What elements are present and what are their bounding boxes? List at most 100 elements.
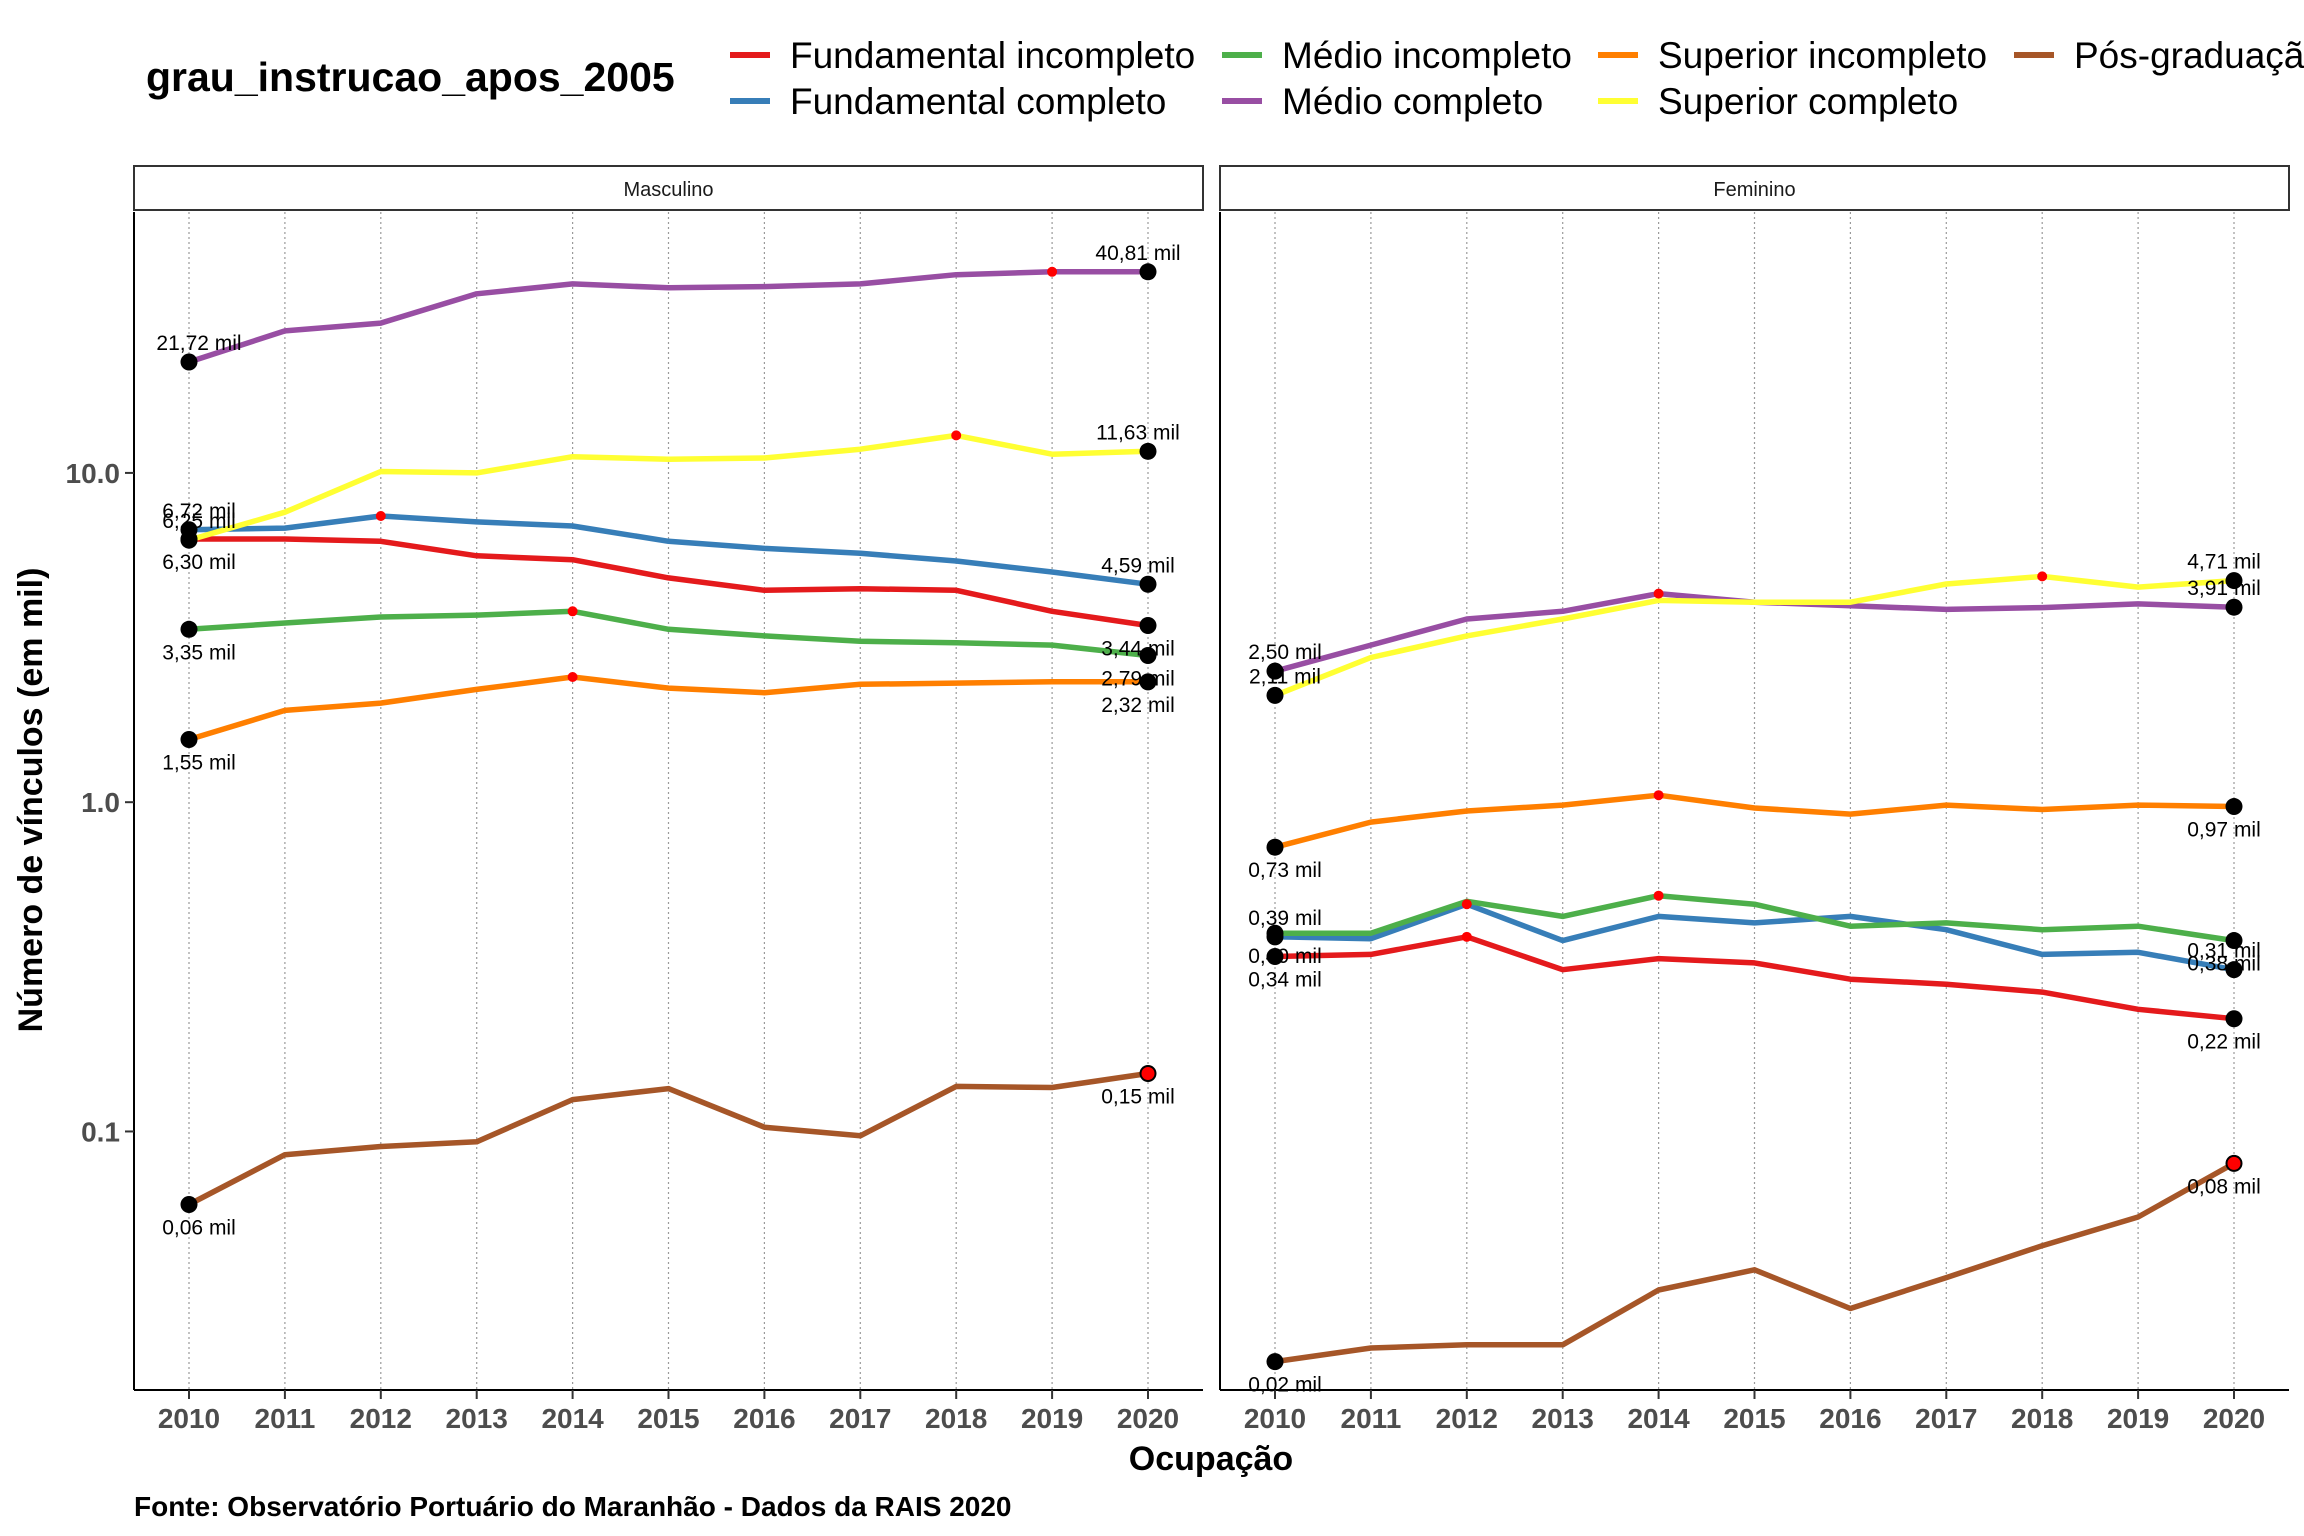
series-line-masculino-medio-incompleto [188, 608, 1149, 659]
legend-item-fundamental-incompleto: Fundamental incompleto [730, 35, 1195, 76]
peak-point-feminino-fundamental-incompleto [1461, 931, 1472, 942]
x-tick-label-2011: 2011 [1341, 1403, 1402, 1434]
data-label-masculino-medio-incompleto-2010: 3,35 mil [162, 641, 236, 664]
data-label-feminino-fundamental-completo-2020: 0,31 mil [2187, 940, 2261, 963]
series-line-feminino-fundamental-completo [1274, 901, 2235, 973]
data-label-feminino-medio-incompleto-2020: 0,38 mil [2187, 953, 2261, 976]
legend-label-fundamental-incompleto: Fundamental incompleto [790, 35, 1195, 76]
data-label-feminino-pos-graduacao-2010: 0,02 mil [1248, 1374, 1322, 1397]
point-start-feminino-superior-completo [1266, 686, 1284, 704]
peak-point-masculino-superior-incompleto [567, 671, 578, 682]
data-label-feminino-superior-completo-2010: 2,11 mil [1249, 665, 1321, 688]
data-label-feminino-superior-incompleto-2010: 0,73 mil [1248, 859, 1322, 882]
legend-title: grau_instrucao_apos_2005 [146, 54, 675, 100]
series-line-masculino-medio-completo [188, 269, 1148, 365]
series-line-masculino-pos-graduacao [187, 1070, 1149, 1207]
point-end-feminino-fundamental-incompleto [2225, 1010, 2243, 1028]
facet-strip-masculino [133, 165, 1204, 211]
panels: Masculino 2010 2011 2012 2013 2014 2015 2016 201… [66, 165, 2290, 1434]
data-label-feminino-fundamental-incompleto-2020: 0,22 mil [2187, 1031, 2261, 1054]
y-tick-label-10-0: 10.0 [66, 458, 121, 489]
point-end-feminino-medio-incompleto [2225, 932, 2243, 950]
series-line-feminino-superior-incompleto [1274, 792, 2235, 850]
peak-point-feminino-superior-incompleto [1653, 790, 1664, 801]
x-tick-label-2016: 2016 [1819, 1403, 1881, 1434]
point-end-feminino-fundamental-completo [2225, 961, 2243, 979]
x-tick-label-2011: 2011 [255, 1403, 316, 1434]
peak-point-masculino-superior-completo [951, 430, 962, 441]
series-line-masculino-fundamental-incompleto [189, 536, 1149, 629]
x-tick-label-2014: 2014 [1627, 1403, 1690, 1434]
data-label-feminino-superior-incompleto-2020: 0,97 mil [2187, 819, 2261, 842]
point-start-masculino-medio-completo [180, 353, 198, 371]
x-tick-label-2014: 2014 [541, 1403, 604, 1434]
x-tick-label-2012: 2012 [1436, 1403, 1498, 1434]
legend: grau_instrucao_apos_2005 Fundamental inco… [146, 35, 2304, 122]
x-tick-label-2015: 2015 [637, 1403, 699, 1434]
data-label-feminino-fundamental-incompleto-2010: 0,34 mil [1248, 968, 1322, 991]
y-tick-label-1-0: 1.0 [81, 787, 120, 818]
point-start-feminino-pos-graduacao [1266, 1353, 1284, 1371]
legend-item-superior-incompleto: Superior incompleto [1598, 35, 1987, 76]
x-tick-label-2013: 2013 [446, 1403, 508, 1434]
data-label-masculino-superior-completo-2010: 6,25 mil [162, 510, 236, 533]
x-tick-label-2019: 2019 [1021, 1403, 1083, 1434]
data-label-masculino-medio-completo-2020: 40,81 mil [1095, 242, 1180, 265]
point-start-masculino-superior-completo [180, 531, 198, 549]
legend-label-pos-graduacao: Pós-graduaçã [2074, 35, 2304, 76]
x-tick-label-2010: 2010 [1244, 1403, 1306, 1434]
data-label-feminino-superior-completo-2020: 4,71 mil [2187, 551, 2261, 574]
series-line-feminino-fundamental-incompleto [1274, 934, 2235, 1022]
point-end-masculino-medio-completo [1139, 263, 1157, 281]
data-label-feminino-medio-completo-2020: 3,91 mil [2187, 577, 2261, 600]
point-end-masculino-medio-incompleto [1139, 646, 1157, 664]
x-tick-label-2017: 2017 [829, 1403, 891, 1434]
data-label-masculino-pos-graduacao-2020: 0,15 mil [1101, 1085, 1175, 1108]
point-start-feminino-medio-incompleto [1266, 924, 1284, 942]
data-label-feminino-medio-incompleto-2010: 0,40 mil [1248, 945, 1322, 968]
y-axis-title: Número de vínculos (em mil) [12, 568, 50, 1033]
x-tick-label-2019: 2019 [2107, 1403, 2169, 1434]
data-label-masculino-fundamental-incompleto-2010: 6,30 mil [162, 551, 236, 574]
point-end-masculino-fundamental-completo [1139, 575, 1157, 593]
point-start-feminino-superior-incompleto [1266, 838, 1284, 856]
x-tick-label-2018: 2018 [925, 1403, 987, 1434]
peak-point-masculino-medio-completo [1047, 266, 1058, 277]
legend-item-pos-graduacao: Pós-graduaçã [2014, 35, 2304, 76]
point-end-masculino-superior-completo [1139, 442, 1157, 460]
data-label-masculino-fundamental-incompleto-2020: 3,44 mil [1101, 638, 1175, 661]
data-label-feminino-medio-completo-2010: 2,50 mil [1248, 641, 1322, 664]
point-start-masculino-pos-graduacao [180, 1196, 198, 1214]
legend-item-superior-completo: Superior completo [1598, 81, 1958, 122]
series-line-masculino-superior-incompleto [188, 674, 1148, 743]
legend-label-fundamental-completo: Fundamental completo [790, 81, 1166, 122]
x-axis-title: Ocupação [1129, 1440, 1293, 1478]
peak-point-masculino-medio-incompleto [567, 606, 578, 617]
data-label-masculino-pos-graduacao-2010: 0,06 mil [162, 1217, 236, 1240]
x-tick-label-2016: 2016 [733, 1403, 795, 1434]
facet-label-feminino: Feminino [1713, 179, 1795, 201]
y-tick-label-0-1: 0.1 [81, 1116, 120, 1147]
peak-point-feminino-superior-completo [2037, 571, 2048, 582]
legend-item-fundamental-completo: Fundamental completo [730, 81, 1166, 122]
x-tick-label-2010: 2010 [158, 1403, 220, 1434]
data-label-masculino-superior-incompleto-2010: 1,55 mil [162, 752, 236, 775]
facet-strip-feminino [1219, 165, 2290, 211]
x-tick-label-2018: 2018 [2011, 1403, 2073, 1434]
peak-point-feminino-medio-incompleto [1653, 890, 1664, 901]
point-end-feminino-medio-completo [2225, 598, 2243, 616]
data-label-masculino-superior-incompleto-2020: 2,32 mil [1101, 694, 1175, 717]
data-label-masculino-medio-incompleto-2020: 2,79 mil [1101, 667, 1175, 690]
point-start-feminino-fundamental-incompleto [1266, 947, 1284, 965]
data-label-masculino-fundamental-completo-2010: 6,72 mil [162, 500, 236, 523]
panel-feminino: Feminino 2010 2011 2012 2013 2014 2015 2016 2017… [1219, 165, 2290, 1434]
peak-point-masculino-pos-graduacao [1141, 1066, 1155, 1080]
x-tick-label-2020: 2020 [1117, 1403, 1179, 1434]
point-end-masculino-fundamental-incompleto [1139, 617, 1157, 635]
series-line-masculino-fundamental-completo [188, 513, 1149, 588]
x-tick-label-2015: 2015 [1723, 1403, 1785, 1434]
peak-point-feminino-fundamental-completo [1461, 899, 1472, 910]
x-tick-label-2020: 2020 [2203, 1403, 2265, 1434]
